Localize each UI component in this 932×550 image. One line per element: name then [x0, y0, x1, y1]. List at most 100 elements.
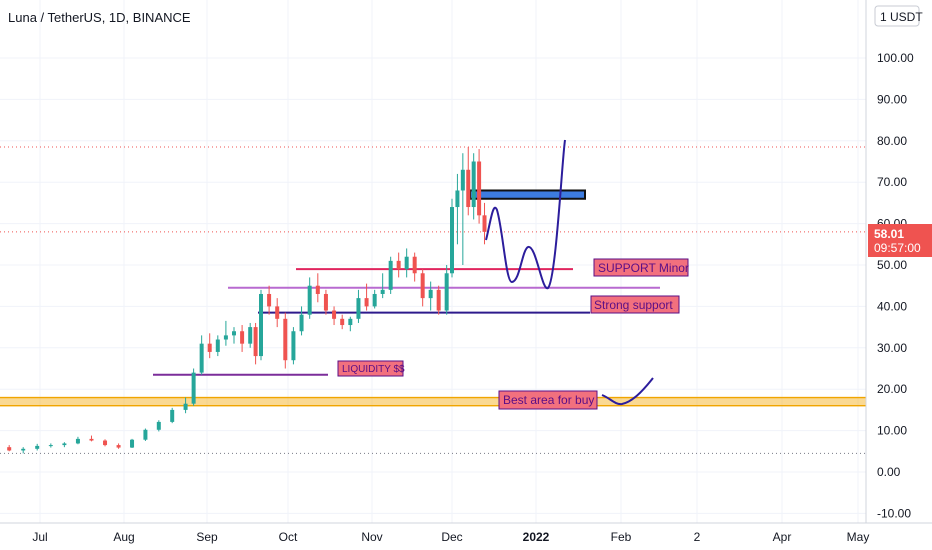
y-tick-label: 20.00: [877, 382, 907, 396]
candle-body: [404, 256, 409, 270]
y-tick-label: 90.00: [877, 92, 907, 106]
candle-body: [267, 293, 272, 307]
candle-body: [259, 293, 263, 357]
candle-body: [340, 318, 345, 326]
candle-body: [75, 438, 80, 444]
candle-body: [183, 403, 188, 410]
candle-body: [207, 343, 212, 352]
candle-body: [460, 169, 465, 191]
annotation-strong-support[interactable]: Strong support: [590, 295, 680, 314]
candle-body: [299, 314, 304, 332]
candle-body: [89, 438, 94, 441]
candle-body: [388, 260, 393, 290]
x-tick-label: Apr: [773, 530, 792, 544]
x-tick-label: May: [847, 530, 870, 544]
candle-body: [348, 318, 353, 326]
y-tick-label: 80.00: [877, 134, 907, 148]
candle-body: [332, 310, 337, 319]
candle-body: [482, 215, 487, 232]
x-tick-label: Dec: [441, 530, 462, 544]
candle-body: [323, 293, 328, 311]
candle-body: [466, 169, 471, 208]
candle-body: [248, 327, 253, 344]
y-tick-label: 100.00: [877, 51, 914, 65]
candle-body: [7, 447, 12, 451]
annotation-liquidity[interactable]: LIQUIDITY $$: [337, 360, 405, 377]
currency-scale-button[interactable]: 1 USDT: [874, 5, 923, 27]
candle-body: [444, 273, 449, 311]
x-tick-label: Oct: [279, 530, 298, 544]
support-minor-label: SUPPORT Minor: [598, 261, 689, 275]
y-tick-label: 70.00: [877, 175, 907, 189]
candle-body: [380, 289, 385, 294]
x-tick-label: Aug: [113, 530, 134, 544]
candle-body: [477, 161, 482, 216]
x-tick-label: Sep: [196, 530, 218, 544]
candle-body: [240, 331, 245, 344]
candle-body: [455, 190, 460, 208]
projection-path[interactable]: [485, 139, 566, 290]
candle-body: [396, 260, 401, 270]
candle-body: [130, 439, 135, 448]
level-lines: [0, 146, 866, 454]
x-tick-label: 2: [694, 530, 701, 544]
liquidity-label: LIQUIDITY $$: [342, 364, 405, 375]
candle-body: [428, 289, 433, 299]
candle-body: [232, 331, 236, 336]
candle-body: [103, 440, 108, 446]
candle-body: [62, 443, 67, 446]
candle-body: [21, 448, 26, 451]
candle-body: [307, 285, 312, 315]
currency-scale-label: 1 USDT: [880, 10, 923, 24]
candle-body: [35, 445, 40, 449]
best-area-band: [0, 396, 866, 407]
y-tick-label: 50.00: [877, 258, 907, 272]
grid-lines: [0, 0, 866, 523]
candle-body: [291, 331, 296, 361]
price-axis[interactable]: 100.0090.0080.0070.0060.0050.0040.0030.0…: [865, 0, 914, 523]
resistance-box: [469, 189, 586, 200]
candle-body: [191, 372, 196, 404]
user-drawings: [485, 139, 654, 406]
candle-body: [372, 293, 377, 307]
annotation-support-minor[interactable]: SUPPORT Minor: [593, 258, 689, 277]
candle-body: [450, 207, 454, 274]
candle-body: [170, 409, 175, 422]
current-price-tag: 58.01 09:57:00: [868, 224, 932, 257]
candle-body: [412, 256, 417, 274]
candle-body: [48, 445, 53, 447]
candle-body: [275, 306, 280, 319]
y-tick-label: 0.00: [877, 465, 901, 479]
x-tick-label: Jul: [32, 530, 47, 544]
x-tick-label: 2022: [523, 530, 550, 544]
candle-body: [199, 343, 204, 373]
current-price: 58.01: [874, 227, 904, 241]
candle-body: [420, 273, 425, 299]
candle-body: [253, 327, 258, 357]
y-tick-label: 40.00: [877, 299, 907, 313]
x-tick-label: Feb: [611, 530, 632, 544]
y-tick-label: 30.00: [877, 341, 907, 355]
candle-body: [116, 445, 121, 448]
candle-body: [436, 289, 441, 311]
chart-title: Luna / TetherUS, 1D, BINANCE: [8, 10, 191, 25]
time-axis[interactable]: Jul Aug Sep Oct Nov Dec 2022 Feb 2 Apr May: [0, 522, 932, 544]
candle-body: [143, 429, 148, 440]
candle-body: [283, 318, 288, 361]
candle-body: [315, 285, 320, 294]
candle-body: [215, 339, 220, 352]
candle-body: [356, 298, 361, 319]
candle-body: [364, 298, 369, 307]
bar-countdown: 09:57:00: [874, 241, 921, 255]
y-tick-label: -10.00: [877, 506, 911, 520]
candle-body: [156, 421, 161, 430]
annotation-best-area[interactable]: Best area for buy: [498, 390, 598, 410]
best-area-label: Best area for buy: [503, 393, 594, 407]
best-area-arc[interactable]: [601, 377, 654, 406]
strong-support-label: Strong support: [594, 298, 673, 312]
y-tick-label: 10.00: [877, 424, 907, 438]
candlestick-series: [7, 147, 487, 454]
x-tick-label: Nov: [361, 530, 382, 544]
candle-body: [223, 335, 228, 340]
